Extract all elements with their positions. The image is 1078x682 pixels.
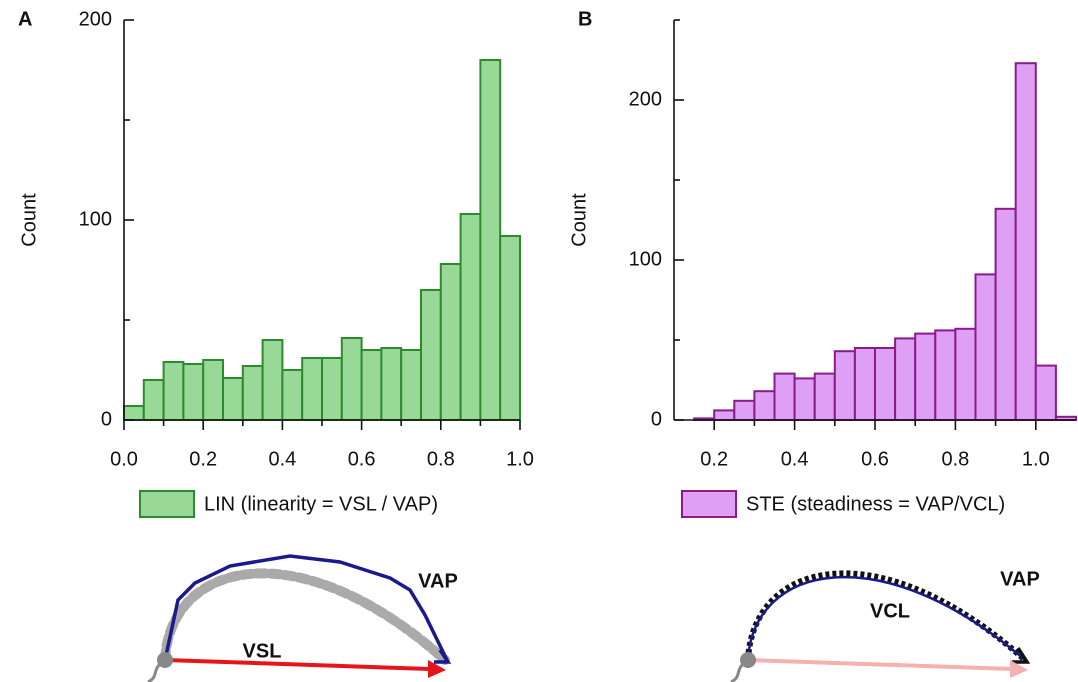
- bar: [281, 369, 304, 421]
- bar: [954, 327, 977, 421]
- vsl-arrow: [747, 658, 1013, 671]
- vsl-arrow: [164, 658, 431, 671]
- bar: [733, 399, 756, 421]
- bar: [182, 363, 205, 421]
- bar: [479, 59, 502, 421]
- panel-label: A: [18, 8, 32, 30]
- vap-path: [746, 575, 1026, 661]
- bar: [459, 213, 482, 421]
- bar: [974, 273, 997, 421]
- vap-path: [163, 554, 449, 661]
- bar: [202, 359, 224, 421]
- y-axis-label: Count: [568, 193, 590, 247]
- bar: [1034, 364, 1057, 422]
- bar: [420, 289, 442, 421]
- head: [157, 652, 173, 668]
- y-tick-label: 200: [629, 88, 662, 110]
- bar: [833, 350, 856, 422]
- diagram-b: [730, 570, 1031, 682]
- legend-label: STE (steadiness = VAP/VCL): [746, 493, 1005, 515]
- legend-label: LIN (linearity = VSL / VAP): [204, 493, 438, 515]
- bar: [321, 357, 343, 421]
- bar: [301, 357, 324, 421]
- bar: [874, 347, 897, 421]
- diagram-a: [147, 554, 452, 682]
- bar: [261, 339, 284, 421]
- bar: [222, 377, 244, 421]
- x-tick-label: 1.0: [506, 448, 534, 470]
- bar: [713, 409, 736, 421]
- x-tick-label: 0.2: [189, 448, 217, 470]
- panel-label: B: [578, 8, 592, 30]
- bar: [994, 207, 1017, 421]
- legend-swatch: [139, 490, 195, 518]
- y-tick-label: 0: [101, 408, 112, 430]
- legend-swatch: [681, 490, 737, 518]
- bar: [773, 372, 796, 422]
- x-tick-label: 0.8: [427, 448, 455, 470]
- bar: [162, 361, 185, 421]
- arrowhead: [1012, 647, 1031, 664]
- bar: [142, 379, 165, 421]
- bar: [360, 349, 383, 421]
- bar: [813, 372, 836, 422]
- vsl-arrowhead: [428, 660, 446, 678]
- bar: [914, 332, 937, 422]
- annotation: VCL: [870, 600, 910, 622]
- head: [740, 652, 756, 668]
- y-tick-label: 0: [651, 408, 662, 430]
- x-tick-label: 0.4: [781, 448, 809, 470]
- bar: [753, 390, 776, 422]
- bar: [123, 405, 145, 421]
- x-tick-label: 0.6: [861, 448, 889, 470]
- x-tick-label: 0.8: [941, 448, 969, 470]
- y-tick-label: 100: [629, 248, 662, 270]
- x-tick-label: 0.4: [268, 448, 296, 470]
- x-tick-label: 1.0: [1022, 448, 1050, 470]
- bar: [499, 235, 522, 421]
- annotation: VSL: [243, 640, 282, 662]
- bar: [400, 349, 423, 421]
- annotation: VAP: [418, 570, 458, 592]
- bar: [894, 337, 917, 421]
- x-tick-label: 0.6: [348, 448, 376, 470]
- bar: [241, 365, 264, 421]
- bar: [340, 337, 363, 421]
- x-tick-label: 0.2: [700, 448, 728, 470]
- vap-arrowhead: [434, 649, 452, 664]
- y-tick-label: 100: [79, 208, 112, 230]
- bar: [934, 329, 957, 421]
- bar: [1014, 62, 1037, 421]
- bar: [793, 377, 816, 421]
- annotation: VAP: [1000, 568, 1040, 590]
- y-axis-label: Count: [18, 193, 40, 247]
- x-tick-label: 0.0: [110, 448, 138, 470]
- bar: [853, 347, 877, 421]
- vsl-arrowhead: [1010, 660, 1028, 678]
- bar: [380, 347, 403, 421]
- bar: [439, 263, 462, 421]
- y-tick-label: 200: [79, 8, 112, 30]
